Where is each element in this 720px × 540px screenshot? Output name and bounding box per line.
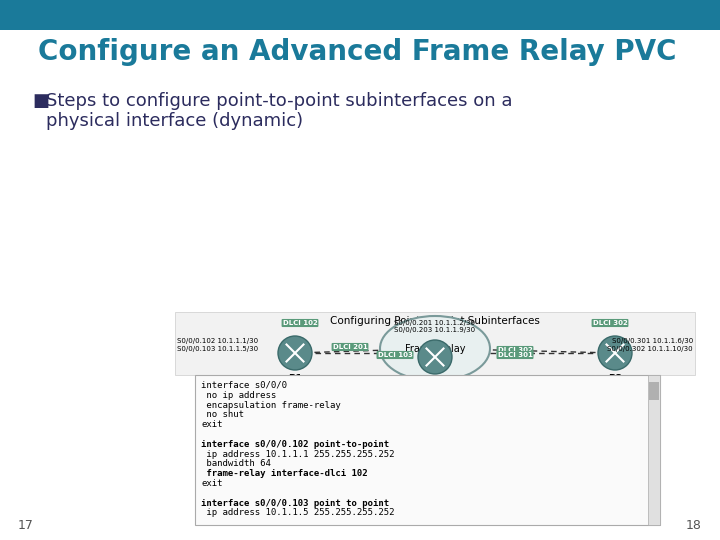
Text: Frame Relay: Frame Relay (405, 343, 465, 354)
Text: DLCI 102: DLCI 102 (283, 320, 318, 326)
Text: Configure an Advanced Frame Relay PVC: Configure an Advanced Frame Relay PVC (38, 38, 677, 66)
Text: interface s0/0/0.103 point to point: interface s0/0/0.103 point to point (201, 498, 389, 508)
Text: Steps to configure point-to-point subinterfaces on a: Steps to configure point-to-point subint… (46, 92, 513, 110)
Text: R1: R1 (288, 374, 302, 384)
Text: S0/0/0.201 10.1.1.2/30
S0/0/0.203 10.1.1.9/30: S0/0/0.201 10.1.1.2/30 S0/0/0.203 10.1.1… (395, 320, 476, 333)
Text: DLCI 302: DLCI 302 (498, 347, 532, 353)
Text: DLCI 301: DLCI 301 (498, 352, 532, 358)
Text: S0/0/0.301 10.1.1.6/30
S0/0/0.302 10.1.1.10/30: S0/0/0.301 10.1.1.6/30 S0/0/0.302 10.1.1… (608, 339, 693, 352)
Text: interface s0/0/0: interface s0/0/0 (201, 381, 287, 390)
Text: 17: 17 (18, 519, 34, 532)
Text: ip address 10.1.1.1 255.255.255.252: ip address 10.1.1.1 255.255.255.252 (201, 450, 395, 458)
Text: DLCI 103: DLCI 103 (377, 352, 413, 358)
Text: R2: R2 (428, 378, 442, 388)
Text: exit: exit (201, 479, 222, 488)
Circle shape (278, 336, 312, 370)
Text: encapsulation frame-relay: encapsulation frame-relay (201, 401, 341, 409)
Bar (649, 382, 659, 400)
Bar (195, 375, 660, 525)
Text: frame-relay interface-dlci 102: frame-relay interface-dlci 102 (201, 469, 368, 478)
Text: DLCI 201: DLCI 201 (333, 344, 367, 350)
Text: Configuring Point-to-Point Subinterfaces: Configuring Point-to-Point Subinterfaces (330, 316, 540, 326)
Text: ■: ■ (32, 92, 49, 110)
Bar (175, 312, 695, 375)
Text: exit: exit (201, 420, 222, 429)
Text: ip address 10.1.1.5 255.255.255.252: ip address 10.1.1.5 255.255.255.252 (201, 508, 395, 517)
Text: interface s0/0/0.102 point-to-point: interface s0/0/0.102 point-to-point (201, 440, 389, 449)
Text: 18: 18 (686, 519, 702, 532)
Text: bandwidth 64: bandwidth 64 (201, 460, 271, 468)
Circle shape (418, 340, 452, 374)
Text: R3: R3 (608, 374, 622, 384)
Text: S0/0/0.102 10.1.1.1/30
S0/0/0.103 10.1.1.5/30: S0/0/0.102 10.1.1.1/30 S0/0/0.103 10.1.1… (177, 339, 258, 352)
Bar (0, 0, 720, 30)
Text: DLCI 302: DLCI 302 (593, 320, 627, 326)
Ellipse shape (380, 316, 490, 381)
Text: no shut: no shut (201, 410, 244, 420)
Text: physical interface (dynamic): physical interface (dynamic) (46, 112, 303, 130)
Bar (648, 375, 660, 525)
Circle shape (598, 336, 632, 370)
Text: no ip address: no ip address (201, 391, 276, 400)
